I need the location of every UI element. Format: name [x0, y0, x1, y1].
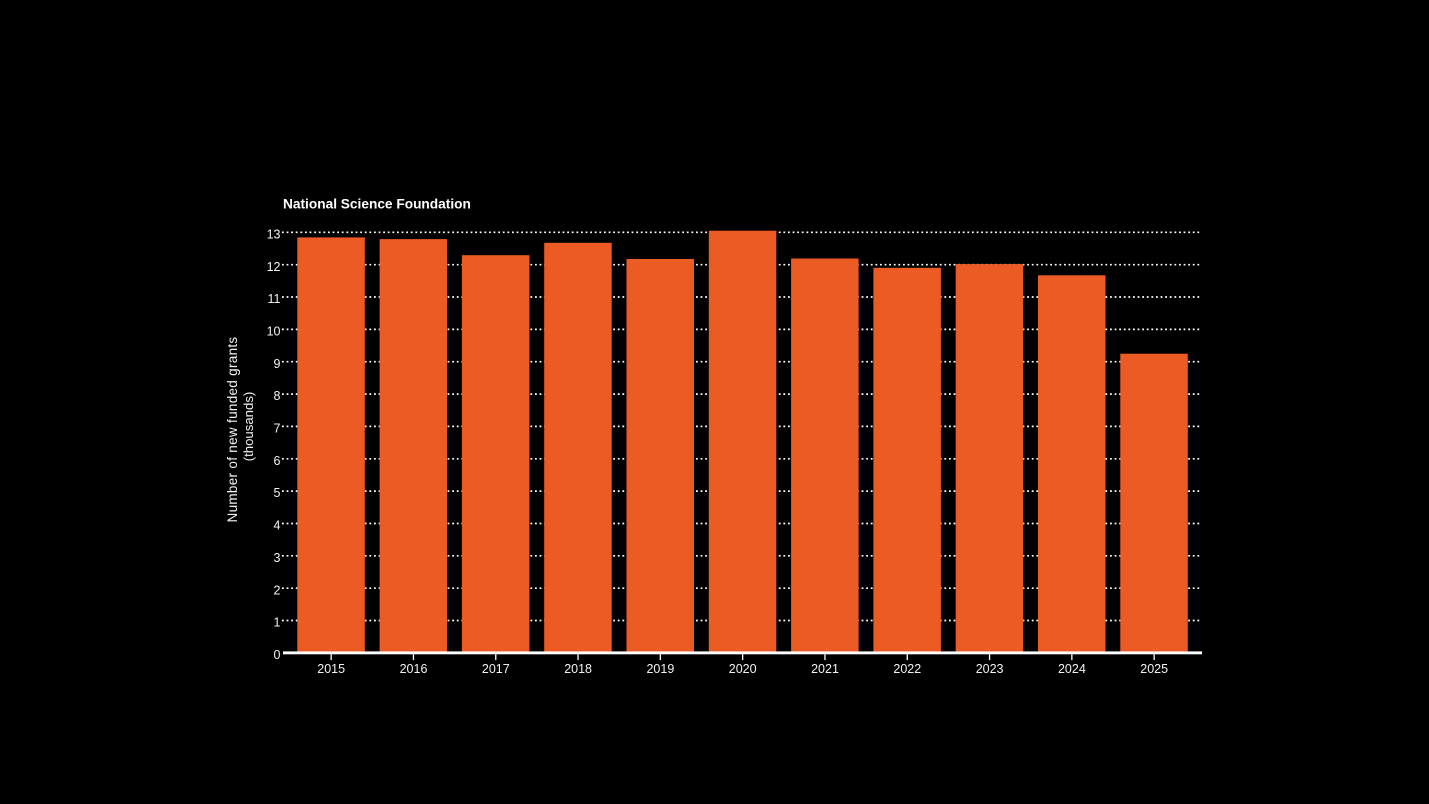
svg-text:12: 12 [267, 260, 281, 274]
svg-text:2022: 2022 [893, 662, 921, 676]
svg-text:10: 10 [267, 325, 281, 339]
svg-text:2023: 2023 [976, 662, 1004, 676]
svg-text:2015: 2015 [317, 662, 345, 676]
svg-text:2021: 2021 [811, 662, 839, 676]
svg-text:2016: 2016 [400, 662, 428, 676]
svg-text:4: 4 [274, 519, 281, 533]
svg-text:8: 8 [274, 389, 281, 403]
svg-text:0: 0 [274, 648, 281, 662]
svg-text:5: 5 [274, 486, 281, 500]
svg-text:1: 1 [274, 616, 281, 630]
svg-text:2: 2 [274, 583, 281, 597]
svg-text:3: 3 [274, 551, 281, 565]
svg-text:7: 7 [274, 422, 281, 436]
svg-text:9: 9 [274, 357, 281, 371]
svg-text:2017: 2017 [482, 662, 510, 676]
svg-text:13: 13 [267, 227, 281, 241]
svg-text:Number of new funded grants: Number of new funded grants [225, 337, 240, 523]
svg-text:6: 6 [274, 454, 281, 468]
svg-text:2024: 2024 [1058, 662, 1086, 676]
svg-text:National Science Foundation: National Science Foundation [283, 196, 471, 211]
svg-text:2020: 2020 [729, 662, 757, 676]
svg-text:2018: 2018 [564, 662, 592, 676]
svg-text:11: 11 [268, 292, 281, 306]
svg-text:(thousands): (thousands) [241, 392, 256, 462]
svg-text:2019: 2019 [646, 662, 674, 676]
svg-text:2025: 2025 [1140, 662, 1168, 676]
